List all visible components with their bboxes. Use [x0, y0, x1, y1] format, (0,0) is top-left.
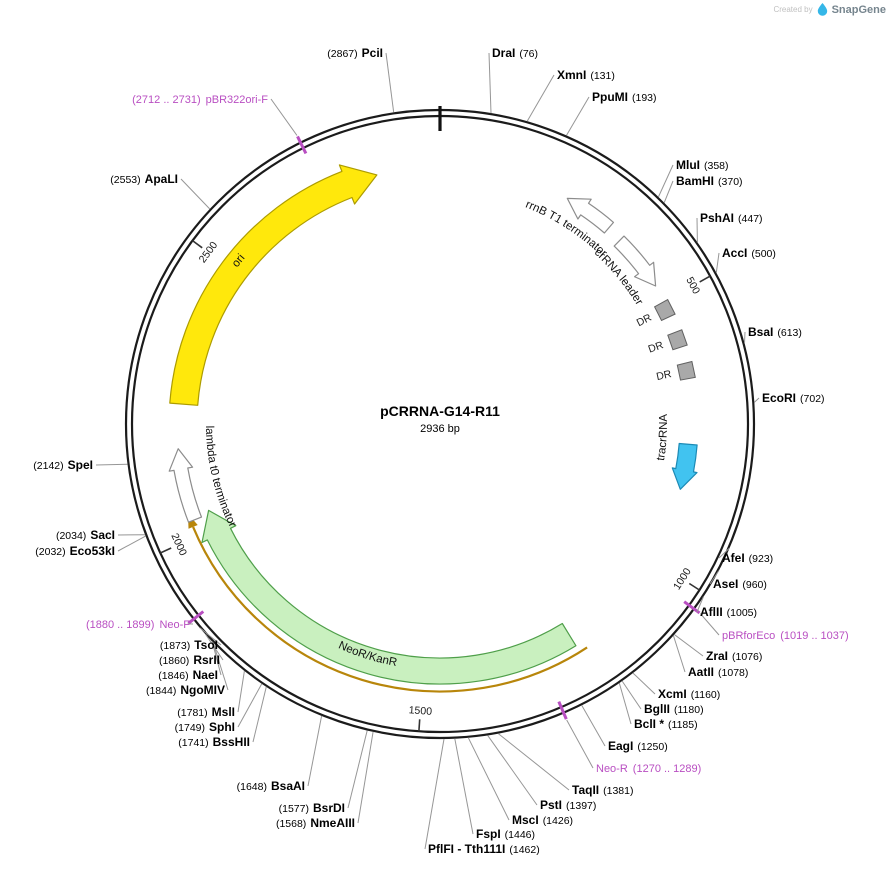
enzyme-label-line	[527, 75, 554, 121]
enzyme-label-line	[468, 738, 509, 820]
enzyme-label-line	[96, 464, 128, 465]
enzyme-site-label: (1781)MslI	[177, 705, 235, 719]
enzyme-label-line	[566, 97, 589, 136]
enzyme-site-label: BglII(1180)	[644, 702, 704, 716]
scale-tick-label: 500	[683, 275, 702, 296]
scale-tick	[193, 241, 203, 248]
enzyme-site-label: DraI(76)	[492, 46, 538, 60]
enzyme-site-label: (1860)RsrII	[159, 653, 220, 667]
scale-tick	[700, 276, 711, 282]
enzyme-site-label: (1846)NaeI	[158, 668, 218, 682]
dr-repeat-label: DR	[635, 311, 654, 329]
snapgene-watermark: Created by SnapGene	[773, 3, 886, 16]
enzyme-site-label: EagI(1250)	[608, 739, 668, 753]
enzyme-label-line	[358, 732, 373, 823]
enzyme-label-line	[238, 671, 244, 712]
enzyme-site-label: (2553)ApaLI	[110, 172, 178, 186]
enzyme-site-label: (1577)BsrDI	[279, 801, 345, 815]
scale-tick-label: 1500	[408, 704, 432, 718]
dr-repeat-box	[668, 330, 687, 350]
enzyme-label-line	[489, 53, 491, 113]
enzyme-site-label: (2034)SacI	[56, 528, 115, 542]
enzyme-site-label: TaqII(1381)	[572, 783, 633, 797]
primer-label-line	[567, 720, 593, 768]
enzyme-label-line	[118, 536, 146, 551]
enzyme-label-line	[425, 739, 444, 849]
enzyme-site-label: AatII(1078)	[688, 665, 748, 679]
enzyme-label-line	[488, 735, 537, 805]
feature-lambda-t0-terminator	[169, 449, 201, 523]
enzyme-site-label: (2032)Eco53kI	[35, 544, 115, 558]
primer-label: (1880 .. 1899)Neo-F	[86, 619, 190, 631]
dr-repeat-box	[655, 300, 676, 321]
enzyme-site-label: (1844)NgoMIV	[146, 683, 225, 697]
enzyme-site-label: AfeI(923)	[722, 551, 773, 565]
primer-label: Neo-R(1270 .. 1289)	[596, 763, 701, 775]
enzyme-site-label: XmnI(131)	[557, 68, 615, 82]
enzyme-site-label: (1873)TsoI	[160, 638, 218, 652]
scale-tick-label: 1000	[671, 566, 694, 592]
enzyme-site-label: BclI *(1185)	[634, 717, 698, 731]
dr-repeat-label: DR	[647, 339, 666, 356]
enzyme-site-label: XcmI(1160)	[658, 687, 720, 701]
enzyme-label-line	[455, 739, 473, 834]
scale-tick-label: 2000	[168, 531, 189, 557]
snapgene-logo-icon	[817, 3, 828, 16]
enzyme-label-line	[658, 165, 673, 197]
scale-tick	[689, 584, 699, 591]
enzyme-site-label: ZraI(1076)	[706, 649, 762, 663]
enzyme-site-label: PstI(1397)	[540, 798, 596, 812]
scale-tick	[419, 719, 420, 731]
primer-label-line	[271, 99, 297, 136]
plasmid-size: 2936 bp	[420, 423, 460, 435]
enzyme-site-label: (2867)PciI	[327, 46, 383, 60]
enzyme-site-label: (1741)BssHII	[178, 735, 250, 749]
enzyme-site-label: (1749)SphI	[175, 720, 235, 734]
enzyme-label-line	[622, 681, 641, 709]
plasmid-title: pCRRNA-G14-R11	[380, 403, 500, 419]
enzyme-site-label: AseI(960)	[713, 577, 767, 591]
enzyme-label-line	[348, 731, 367, 809]
enzyme-site-label: PshAI(447)	[700, 211, 763, 225]
enzyme-site-label: BamHI(370)	[676, 174, 743, 188]
enzyme-site-label: MluI(358)	[676, 158, 729, 172]
dr-repeat-label: DR	[655, 368, 673, 383]
enzyme-site-label: MscI(1426)	[512, 813, 573, 827]
primer-label: pBRforEco(1019 .. 1037)	[722, 630, 849, 642]
feature-ori	[170, 165, 377, 405]
enzyme-site-label: (1568)NmeAIII	[276, 816, 355, 830]
scale-tick-label: 2500	[197, 239, 221, 265]
feature-label-tracrrna: tracrRNA	[655, 414, 670, 462]
enzyme-label-line	[745, 332, 746, 343]
enzyme-site-label: PflFI - Tth111I(1462)	[428, 842, 540, 856]
feature-tracrrna	[672, 444, 697, 490]
enzyme-label-line	[664, 181, 673, 203]
enzyme-site-label: AflII(1005)	[700, 605, 757, 619]
watermark-created-by: Created by	[773, 5, 812, 14]
enzyme-site-label: BsaI(613)	[748, 325, 802, 339]
enzyme-label-line	[619, 683, 631, 724]
enzyme-site-label: AccI(500)	[722, 246, 776, 260]
enzyme-site-label: (1648)BsaAI	[237, 779, 305, 793]
enzyme-label-line	[754, 398, 759, 402]
enzyme-site-label: (2142)SpeI	[33, 458, 93, 472]
primer-label: (2712 .. 2731)pBR322ori-F	[132, 94, 268, 106]
watermark-brand: SnapGene	[832, 4, 886, 16]
enzyme-site-label: PpuMI(193)	[592, 90, 657, 104]
enzyme-site-label: EcoRI(702)	[762, 391, 825, 405]
enzyme-label-line	[498, 734, 569, 790]
enzyme-label-line	[633, 673, 655, 694]
enzyme-label-line	[386, 53, 394, 112]
enzyme-label-line	[181, 179, 210, 209]
enzyme-label-line	[716, 253, 719, 273]
enzyme-site-label: FspI(1446)	[476, 827, 535, 841]
dr-repeat-box	[677, 362, 695, 381]
enzyme-label-line	[308, 716, 322, 786]
enzyme-label-line	[582, 705, 605, 746]
scale-tick	[160, 548, 171, 553]
